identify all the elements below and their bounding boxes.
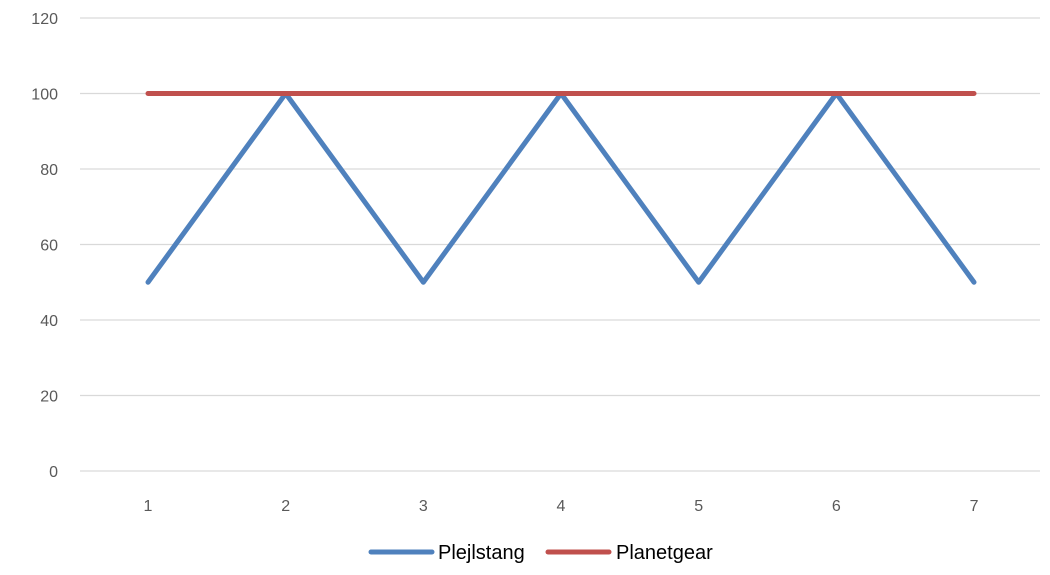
series-plejlstang <box>148 93 974 282</box>
legend-item-planetgear: Planetgear <box>548 542 713 564</box>
y-tick-label: 40 <box>40 313 58 330</box>
x-axis-tick-labels: 1 2 3 4 5 6 7 <box>144 498 979 515</box>
legend-label: Plejlstang <box>438 542 525 564</box>
y-axis-tick-labels: 0 20 40 60 80 100 120 <box>31 11 58 481</box>
x-tick-label: 5 <box>694 498 703 515</box>
legend-label: Planetgear <box>616 542 713 564</box>
series-lines <box>148 93 974 282</box>
y-tick-label: 100 <box>31 87 58 104</box>
y-tick-label: 0 <box>49 464 58 481</box>
series-line <box>148 94 974 283</box>
y-tick-label: 120 <box>31 11 58 28</box>
y-tick-label: 80 <box>40 162 58 179</box>
x-tick-label: 2 <box>281 498 290 515</box>
x-tick-label: 7 <box>970 498 979 515</box>
legend: Plejlstang Planetgear <box>371 542 713 564</box>
x-tick-label: 4 <box>557 498 566 515</box>
gridlines <box>80 18 1040 471</box>
y-tick-label: 20 <box>40 389 58 406</box>
x-tick-label: 3 <box>419 498 428 515</box>
y-tick-label: 60 <box>40 238 58 255</box>
x-tick-label: 1 <box>144 498 153 515</box>
legend-item-plejlstang: Plejlstang <box>371 542 525 564</box>
x-tick-label: 6 <box>832 498 841 515</box>
